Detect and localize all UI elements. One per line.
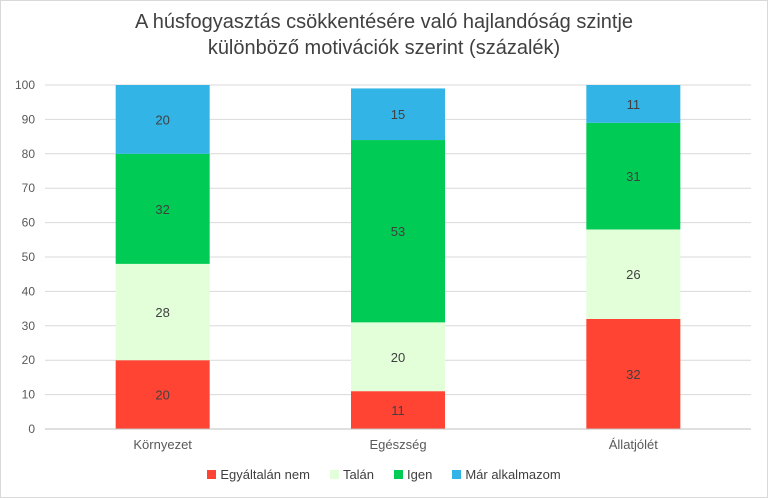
legend-swatch — [329, 470, 339, 479]
legend-item: Talán — [329, 467, 375, 482]
bar-segment — [586, 122, 681, 230]
legend-swatch — [452, 470, 462, 479]
legend-swatch — [207, 470, 217, 479]
y-tick-label: 70 — [22, 181, 36, 195]
data-label: 11 — [627, 97, 641, 112]
legend-label: Egyáltalán nem — [220, 467, 310, 482]
data-label: 20 — [391, 350, 405, 365]
legend-label: Már alkalmazom — [465, 467, 561, 482]
data-label: 20 — [155, 388, 169, 403]
data-label: 32 — [155, 202, 169, 217]
data-label: 15 — [391, 107, 405, 122]
chart-title: A húsfogyasztás csökkentésére való hajla… — [1, 9, 767, 61]
y-tick-label: 0 — [28, 422, 35, 436]
y-tick-label: 60 — [22, 216, 36, 230]
legend-label: Igen — [407, 467, 433, 482]
data-label: 28 — [155, 305, 169, 320]
bar-segment — [115, 263, 210, 361]
data-label: 32 — [626, 367, 640, 382]
bar-segment — [115, 85, 210, 154]
y-tick-label: 10 — [22, 388, 36, 402]
x-tick-label: Állatjólét — [609, 437, 659, 452]
y-tick-label: 40 — [22, 284, 36, 298]
data-label: 53 — [391, 224, 405, 239]
y-tick-label: 90 — [22, 112, 36, 126]
legend-item: Már alkalmazom — [452, 467, 561, 482]
y-tick-label: 20 — [22, 353, 36, 367]
data-label: 20 — [155, 112, 169, 127]
x-tick-label: Egészség — [369, 437, 426, 452]
legend: Egyáltalán nem Talán Igen Már alkalmazom — [1, 467, 767, 482]
bar-segment — [586, 318, 681, 429]
y-tick-label: 30 — [22, 319, 36, 333]
data-label: 31 — [626, 169, 640, 184]
y-tick-label: 50 — [22, 250, 36, 264]
x-tick-label: Környezet — [133, 437, 192, 452]
legend-swatch — [394, 470, 404, 479]
title-line-1: A húsfogyasztás csökkentésére való hajla… — [134, 11, 634, 33]
bar-segment — [586, 85, 681, 123]
bar-segment — [115, 360, 210, 429]
legend-label: Talán — [342, 467, 375, 482]
legend-item: Igen — [394, 467, 432, 482]
bar-segment — [586, 229, 681, 319]
data-label: 26 — [626, 267, 640, 282]
y-tick-label: 100 — [15, 78, 35, 92]
bar-segment — [351, 140, 445, 323]
bar-segment — [351, 391, 445, 429]
bar-segment — [351, 322, 445, 392]
legend-item: Egyáltalán nem — [207, 467, 310, 482]
title-line-2: különböző motivációk szerint (százalék) — [207, 37, 561, 59]
y-tick-label: 80 — [22, 147, 36, 161]
data-label: 11 — [391, 403, 405, 418]
bar-segment — [351, 88, 445, 141]
bar-segment — [115, 153, 210, 264]
